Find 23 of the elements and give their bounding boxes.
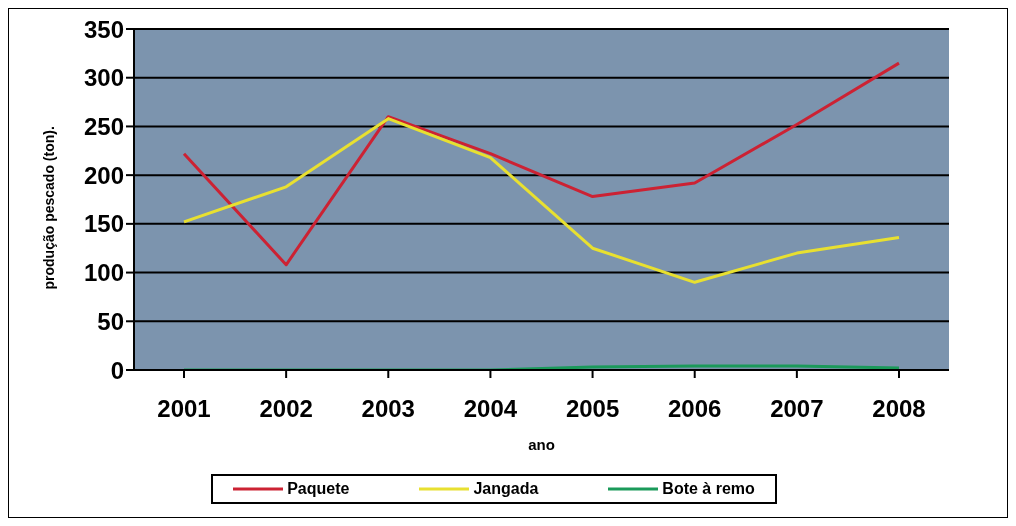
y-tick-label: 50: [97, 307, 124, 335]
y-tick-label: 250: [83, 112, 124, 140]
legend-label: Bote à remo: [661, 480, 755, 498]
x-tick-label: 2007: [770, 395, 824, 423]
line-series: [182, 61, 901, 267]
y-tick-label: 150: [83, 210, 124, 238]
line-series: [182, 117, 901, 284]
x-tick-label: 2008: [872, 395, 926, 423]
x-tick-label: 2005: [565, 395, 620, 423]
legend-label: Paquete: [286, 480, 350, 498]
legend-label: Jangada: [472, 480, 539, 498]
y-tick-label: 300: [83, 64, 124, 92]
x-tick-label: 2004: [463, 395, 518, 423]
y-axis-title: produção pescado (ton).: [40, 126, 57, 290]
y-tick-label: 200: [83, 161, 124, 189]
y-tick-label: 100: [83, 259, 124, 287]
x-tick-label: 2002: [259, 395, 313, 423]
x-tick-label: 2006: [668, 395, 722, 423]
y-tick-label: 350: [83, 15, 124, 43]
x-axis-title: ano: [528, 436, 555, 453]
y-tick-label: 0: [110, 356, 124, 384]
x-tick-label: 2003: [361, 395, 415, 423]
x-tick-label: 2001: [157, 395, 211, 423]
